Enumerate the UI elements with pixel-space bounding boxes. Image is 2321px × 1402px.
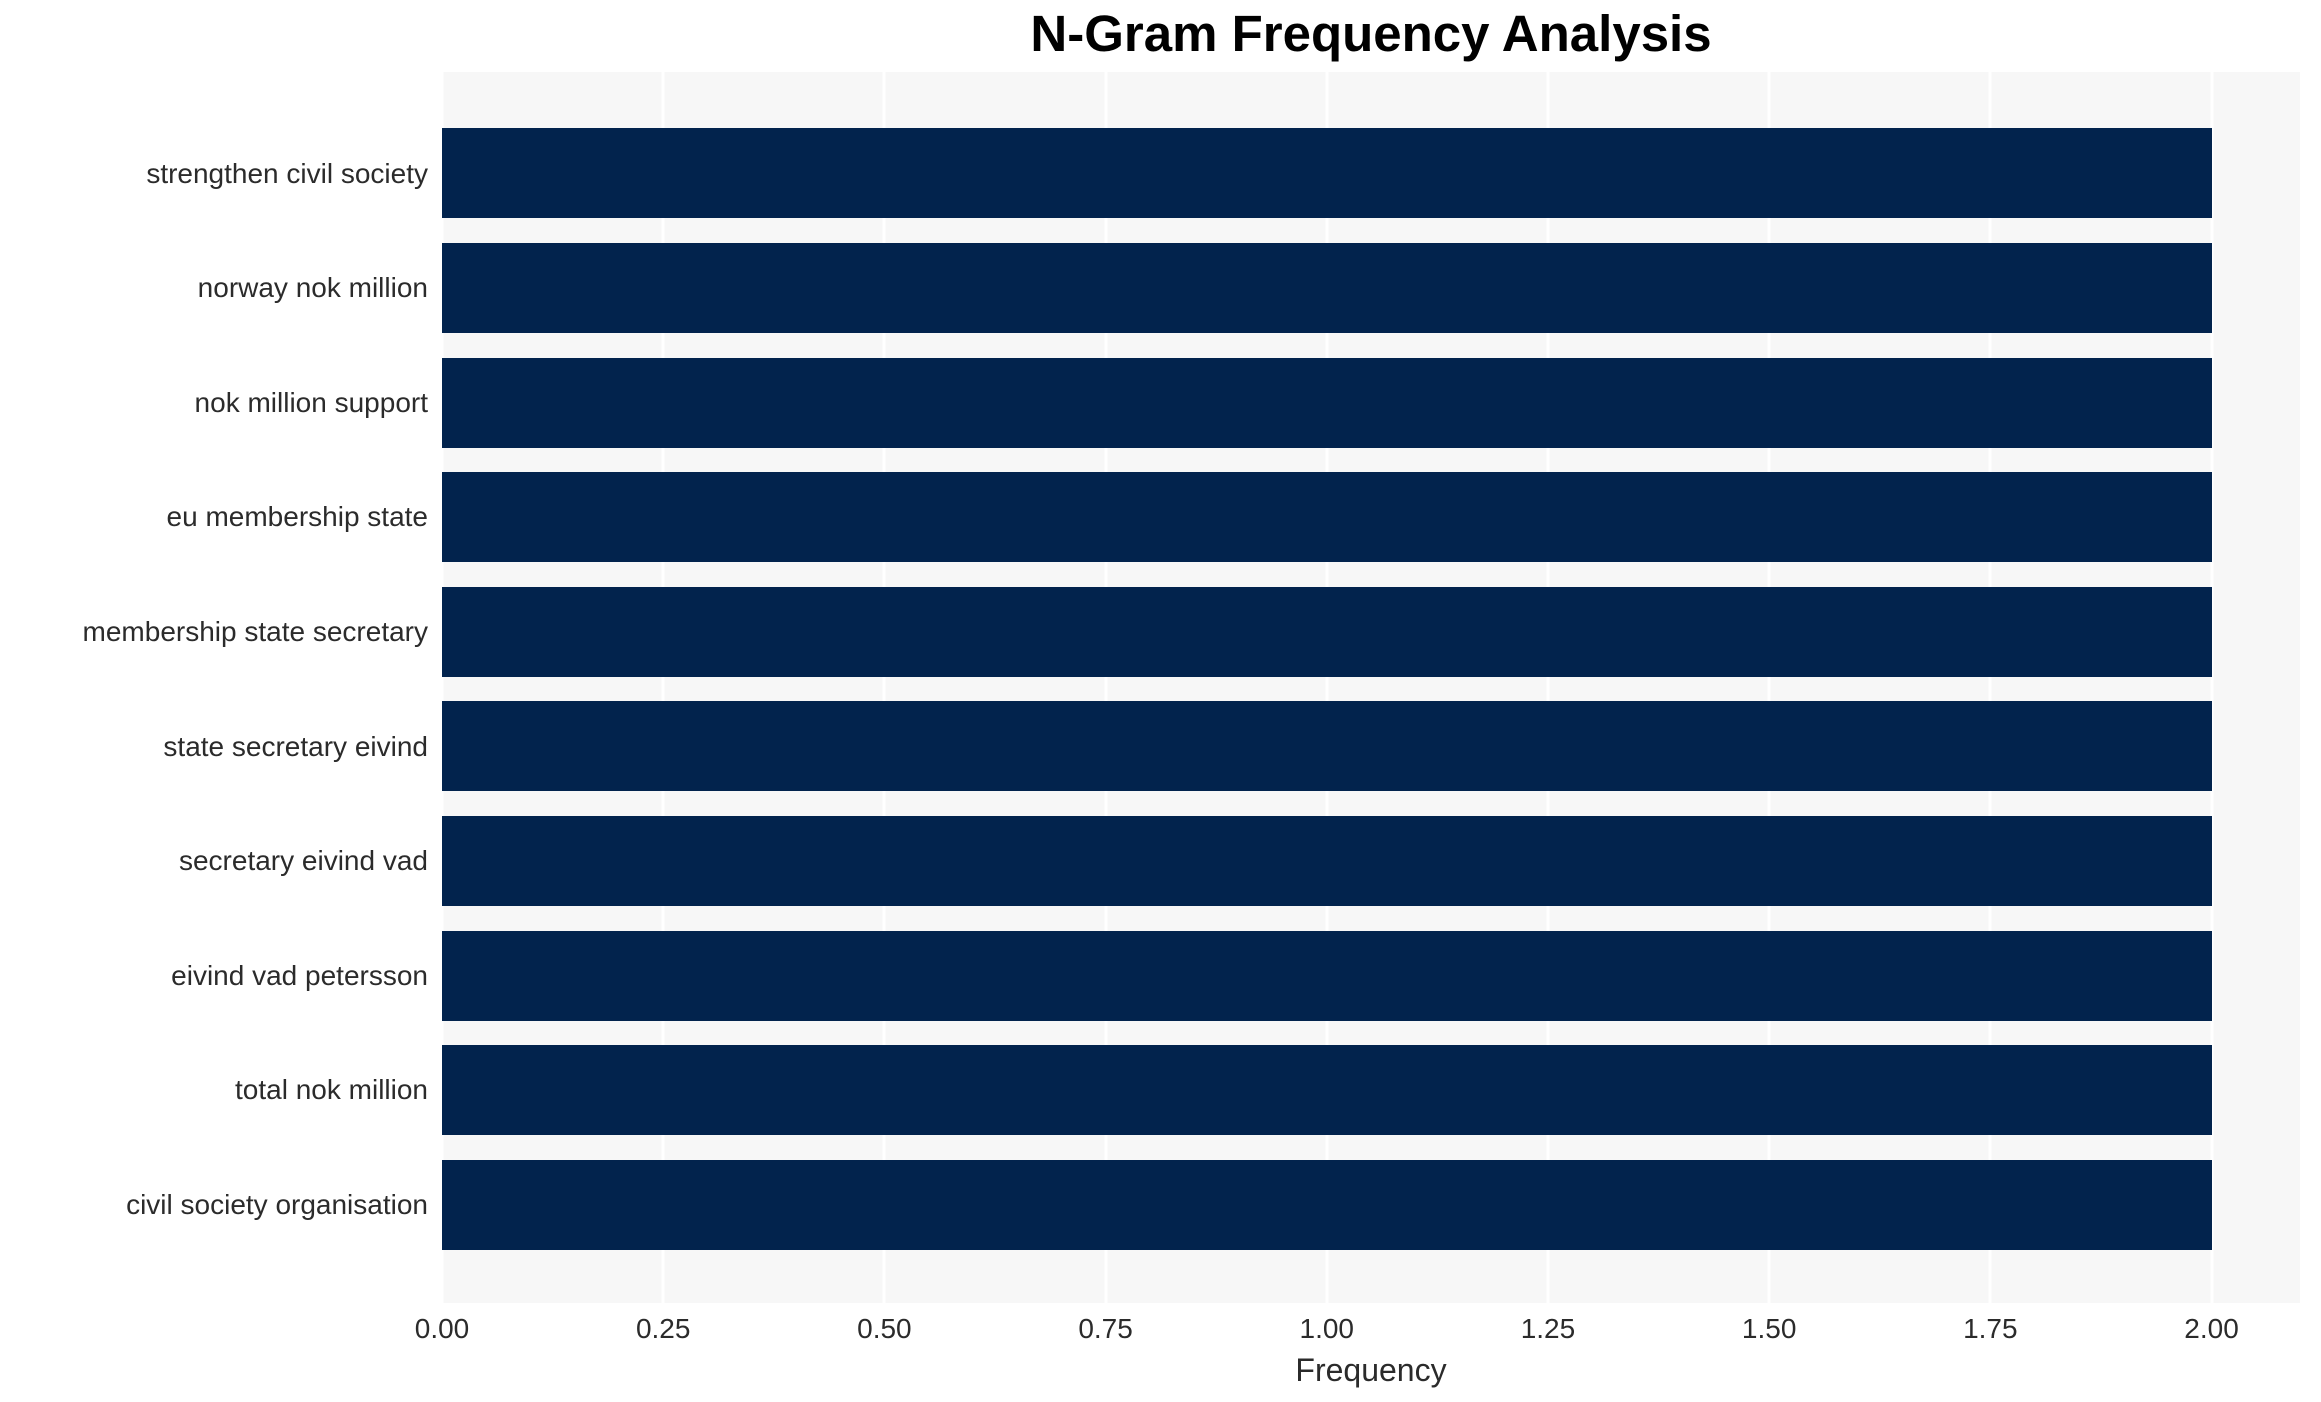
y-tick-label: norway nok million: [197, 272, 428, 304]
y-tick-label: total nok million: [235, 1074, 428, 1106]
bar-secretary-eivind-vad: [442, 815, 2212, 906]
x-tick-label: 2.00: [2184, 1313, 2239, 1344]
x-tick-label: 1.00: [1299, 1313, 1355, 1344]
bar-norway-nok-million: [442, 242, 2212, 333]
x-tick-label: 1.75: [1963, 1313, 2018, 1344]
bar-membership-state-secretary: [442, 586, 2212, 677]
x-tick-label: 0.25: [635, 1313, 691, 1344]
bar-nok-million-support: [442, 357, 2212, 448]
bar-total-nok-million: [442, 1045, 2212, 1136]
bar-state-secretary-eivind: [442, 701, 2212, 792]
x-tick-label: 0.50: [857, 1313, 912, 1344]
bar-civil-society-organisation: [442, 1159, 2212, 1250]
y-tick-label: strengthen civil society: [146, 157, 428, 189]
gridline: [1767, 72, 1771, 1303]
gridline: [661, 72, 665, 1303]
y-tick-label: state secretary eivind: [163, 730, 428, 762]
y-tick-label: secretary eivind vad: [178, 845, 428, 877]
gridline: [1546, 72, 1550, 1303]
bar-eu-membership-state: [442, 472, 2212, 563]
gridline: [442, 72, 444, 1303]
y-tick-label: nok million support: [194, 386, 428, 418]
gridline: [2210, 72, 2214, 1303]
x-axis-ticks: 0.00 0.25 0.50 0.75 1.00 1.25 1.50 1.75 2.00: [415, 1313, 2300, 1353]
bar-eivind-vad-petersson: [442, 930, 2212, 1021]
chart-title: N-Gram Frequency Analysis: [1030, 5, 1712, 62]
x-tick-label: 0.00: [414, 1313, 470, 1344]
gridline: [1988, 72, 1992, 1303]
x-tick-label: 0.75: [1078, 1313, 1133, 1344]
y-axis-labels: strengthen civil society norway nok milli…: [0, 0, 428, 1402]
bar-strengthen-civil-society: [442, 128, 2212, 219]
x-tick-label: 1.25: [1520, 1313, 1576, 1344]
gridline: [882, 72, 886, 1303]
gridline: [1104, 72, 1108, 1303]
x-axis-label: Frequency: [1295, 1352, 1447, 1388]
x-tick-label: 1.50: [1741, 1313, 1797, 1344]
y-tick-label: eivind vad petersson: [171, 959, 428, 991]
y-tick-label: membership state secretary: [82, 615, 428, 647]
gridline: [1325, 72, 1329, 1303]
plot-area: [442, 72, 2300, 1303]
y-tick-label: eu membership state: [166, 501, 428, 533]
y-tick-label: civil society organisation: [126, 1188, 428, 1220]
